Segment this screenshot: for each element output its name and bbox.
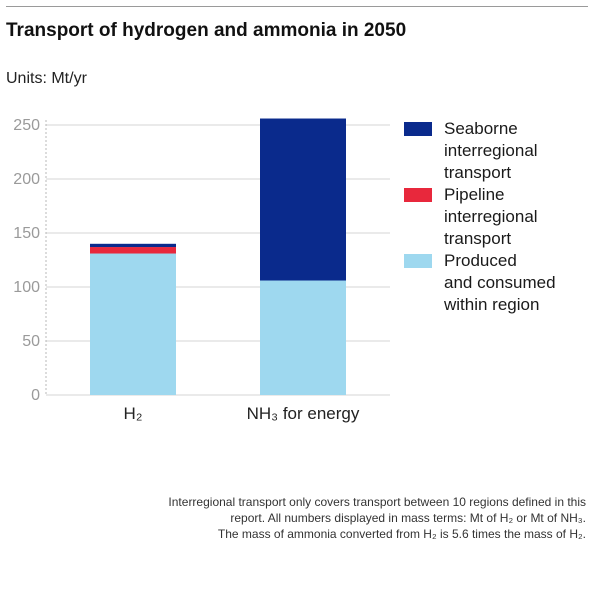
legend-label: Seaborne bbox=[444, 119, 518, 138]
bar-0-series-1 bbox=[90, 247, 176, 254]
legend-swatch-1 bbox=[404, 188, 432, 202]
y-tick-label: 100 bbox=[13, 279, 40, 296]
y-axis: 0 50 100 150 200 250 bbox=[13, 117, 47, 404]
footnote: Interregional transport only covers tran… bbox=[56, 494, 586, 542]
legend-label: transport bbox=[444, 229, 511, 248]
x-category-label: NH₃ for energy bbox=[247, 404, 360, 423]
bar-1-series-0 bbox=[260, 280, 346, 395]
y-tick-label: 250 bbox=[13, 117, 40, 134]
legend-label: within region bbox=[443, 295, 539, 314]
legend-swatch-0 bbox=[404, 254, 432, 268]
legend-label: interregional bbox=[444, 141, 538, 160]
footnote-line-3: The mass of ammonia converted from H₂ is… bbox=[217, 527, 586, 541]
bars bbox=[90, 118, 346, 395]
bar-0-series-0 bbox=[90, 253, 176, 395]
y-tick-label: 200 bbox=[13, 171, 40, 188]
legend: Seaborne interregional transport Pipeline in… bbox=[404, 119, 556, 314]
legend-swatch-2 bbox=[404, 122, 432, 136]
footnote-line-1: Interregional transport only covers tran… bbox=[168, 495, 586, 509]
y-tick-label: 0 bbox=[31, 387, 40, 404]
y-tick-label: 150 bbox=[13, 225, 40, 242]
legend-label: transport bbox=[444, 163, 511, 182]
chart-title: Transport of hydrogen and ammonia in 205… bbox=[6, 20, 407, 41]
legend-label: interregional bbox=[444, 207, 538, 226]
bar-1-series-2 bbox=[260, 118, 346, 281]
bar-0-series-2 bbox=[90, 243, 176, 248]
y-tick-label: 50 bbox=[22, 333, 40, 350]
legend-label: Pipeline bbox=[444, 185, 505, 204]
footnote-line-2: report. All numbers displayed in mass te… bbox=[230, 511, 586, 525]
legend-label: Produced bbox=[444, 251, 517, 270]
x-axis-labels: H₂ NH₃ for energy bbox=[124, 404, 360, 423]
legend-label: and consumed bbox=[444, 273, 556, 292]
units-label: Units: Mt/yr bbox=[6, 70, 87, 87]
x-category-label: H₂ bbox=[124, 404, 143, 423]
top-rule bbox=[6, 6, 588, 7]
chart-area: 0 50 100 150 200 250 H₂ NH₃ for energy Seaborn… bbox=[13, 117, 556, 423]
